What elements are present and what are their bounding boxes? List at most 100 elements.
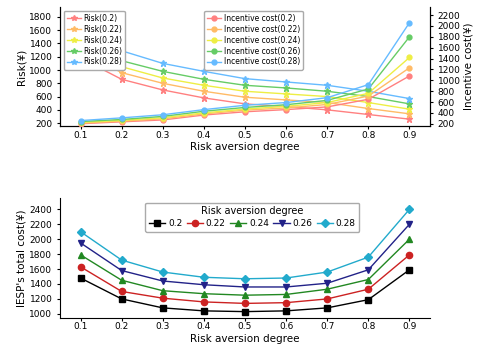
Incentive cost(0.28)	[406, 21, 412, 25]
Incentive cost(0.22)	[201, 112, 207, 116]
Incentive cost(0.24)	[78, 120, 84, 125]
Risk(0.22)	[366, 106, 372, 111]
0.22	[201, 300, 207, 304]
0.22	[118, 289, 124, 294]
0.26	[324, 281, 330, 285]
Line: Incentive cost(0.24): Incentive cost(0.24)	[78, 55, 412, 125]
0.2	[160, 306, 166, 310]
Risk(0.22)	[283, 98, 289, 102]
Risk(0.24)	[242, 89, 248, 94]
0.28	[160, 270, 166, 274]
0.28	[366, 255, 372, 259]
0.2	[118, 297, 124, 301]
0.22	[406, 253, 412, 257]
Incentive cost(0.28)	[78, 119, 84, 123]
Risk(0.24)	[406, 107, 412, 111]
Incentive cost(0.28)	[283, 101, 289, 105]
Risk(0.22)	[406, 112, 412, 116]
Risk(0.2)	[324, 108, 330, 112]
Risk(0.28)	[78, 20, 84, 24]
Incentive cost(0.22)	[242, 108, 248, 112]
0.24	[78, 253, 84, 257]
Line: 0.2: 0.2	[78, 267, 412, 315]
Incentive cost(0.24)	[324, 101, 330, 105]
Incentive cost(0.2)	[406, 74, 412, 78]
Risk(0.2)	[118, 77, 124, 81]
Incentive cost(0.22)	[160, 117, 166, 121]
Risk(0.26)	[78, 33, 84, 37]
Risk(0.24)	[160, 76, 166, 80]
Risk(0.26)	[406, 102, 412, 106]
0.26	[406, 222, 412, 227]
Line: 0.22: 0.22	[78, 252, 412, 306]
Incentive cost(0.24)	[201, 111, 207, 115]
0.26	[242, 285, 248, 289]
Risk(0.28)	[160, 61, 166, 66]
Risk(0.2)	[242, 102, 248, 106]
Incentive cost(0.22)	[78, 121, 84, 125]
Incentive cost(0.24)	[160, 116, 166, 120]
0.28	[78, 230, 84, 234]
Y-axis label: Risk(¥): Risk(¥)	[16, 49, 26, 85]
0.2	[78, 276, 84, 280]
Incentive cost(0.26)	[406, 35, 412, 39]
Incentive cost(0.24)	[366, 91, 372, 95]
0.28	[118, 258, 124, 262]
0.2	[283, 309, 289, 313]
Incentive cost(0.22)	[366, 94, 372, 98]
Risk(0.24)	[324, 95, 330, 99]
Incentive cost(0.2)	[118, 120, 124, 124]
Line: Incentive cost(0.26): Incentive cost(0.26)	[78, 35, 412, 124]
0.22	[324, 297, 330, 301]
Legend: Incentive cost(0.2), Incentive cost(0.22), Incentive cost(0.24), Incentive cost(: Incentive cost(0.2), Incentive cost(0.22…	[204, 11, 303, 69]
Risk(0.22)	[201, 89, 207, 94]
0.2	[242, 310, 248, 314]
0.24	[366, 277, 372, 282]
Risk(0.28)	[406, 96, 412, 101]
Risk(0.28)	[324, 83, 330, 87]
Incentive cost(0.24)	[118, 118, 124, 122]
Incentive cost(0.28)	[201, 107, 207, 112]
Incentive cost(0.26)	[160, 114, 166, 119]
Risk(0.28)	[242, 76, 248, 81]
Line: Risk(0.28): Risk(0.28)	[77, 18, 413, 102]
Risk(0.22)	[78, 49, 84, 53]
Incentive cost(0.22)	[283, 106, 289, 110]
X-axis label: Risk aversion degree: Risk aversion degree	[190, 142, 300, 153]
Risk(0.2)	[406, 117, 412, 121]
0.28	[324, 270, 330, 274]
0.28	[201, 275, 207, 279]
Incentive cost(0.26)	[366, 87, 372, 91]
Incentive cost(0.2)	[160, 118, 166, 122]
Risk(0.26)	[201, 77, 207, 81]
Incentive cost(0.26)	[283, 103, 289, 107]
Incentive cost(0.26)	[242, 105, 248, 110]
Risk(0.26)	[160, 69, 166, 73]
Y-axis label: IESP's total cost(¥): IESP's total cost(¥)	[16, 209, 26, 307]
Line: Risk(0.2): Risk(0.2)	[77, 54, 413, 122]
Line: 0.28: 0.28	[78, 206, 412, 282]
Risk(0.26)	[324, 89, 330, 94]
Incentive cost(0.28)	[242, 103, 248, 107]
Incentive cost(0.28)	[324, 96, 330, 100]
Y-axis label: Incentive cost(¥): Incentive cost(¥)	[464, 23, 473, 111]
Risk(0.26)	[366, 95, 372, 99]
Incentive cost(0.26)	[324, 98, 330, 103]
0.2	[324, 306, 330, 310]
Line: Risk(0.24): Risk(0.24)	[77, 40, 413, 113]
0.26	[78, 241, 84, 245]
0.2	[406, 268, 412, 272]
Risk(0.28)	[283, 80, 289, 84]
Risk(0.22)	[324, 101, 330, 105]
0.26	[366, 268, 372, 272]
Risk(0.26)	[283, 86, 289, 90]
Incentive cost(0.2)	[201, 113, 207, 117]
0.24	[118, 278, 124, 282]
Incentive cost(0.22)	[118, 119, 124, 123]
Risk(0.22)	[160, 81, 166, 86]
Risk(0.28)	[366, 89, 372, 94]
Risk(0.2)	[78, 56, 84, 60]
Risk(0.2)	[366, 112, 372, 117]
Incentive cost(0.26)	[201, 109, 207, 113]
0.22	[78, 265, 84, 269]
